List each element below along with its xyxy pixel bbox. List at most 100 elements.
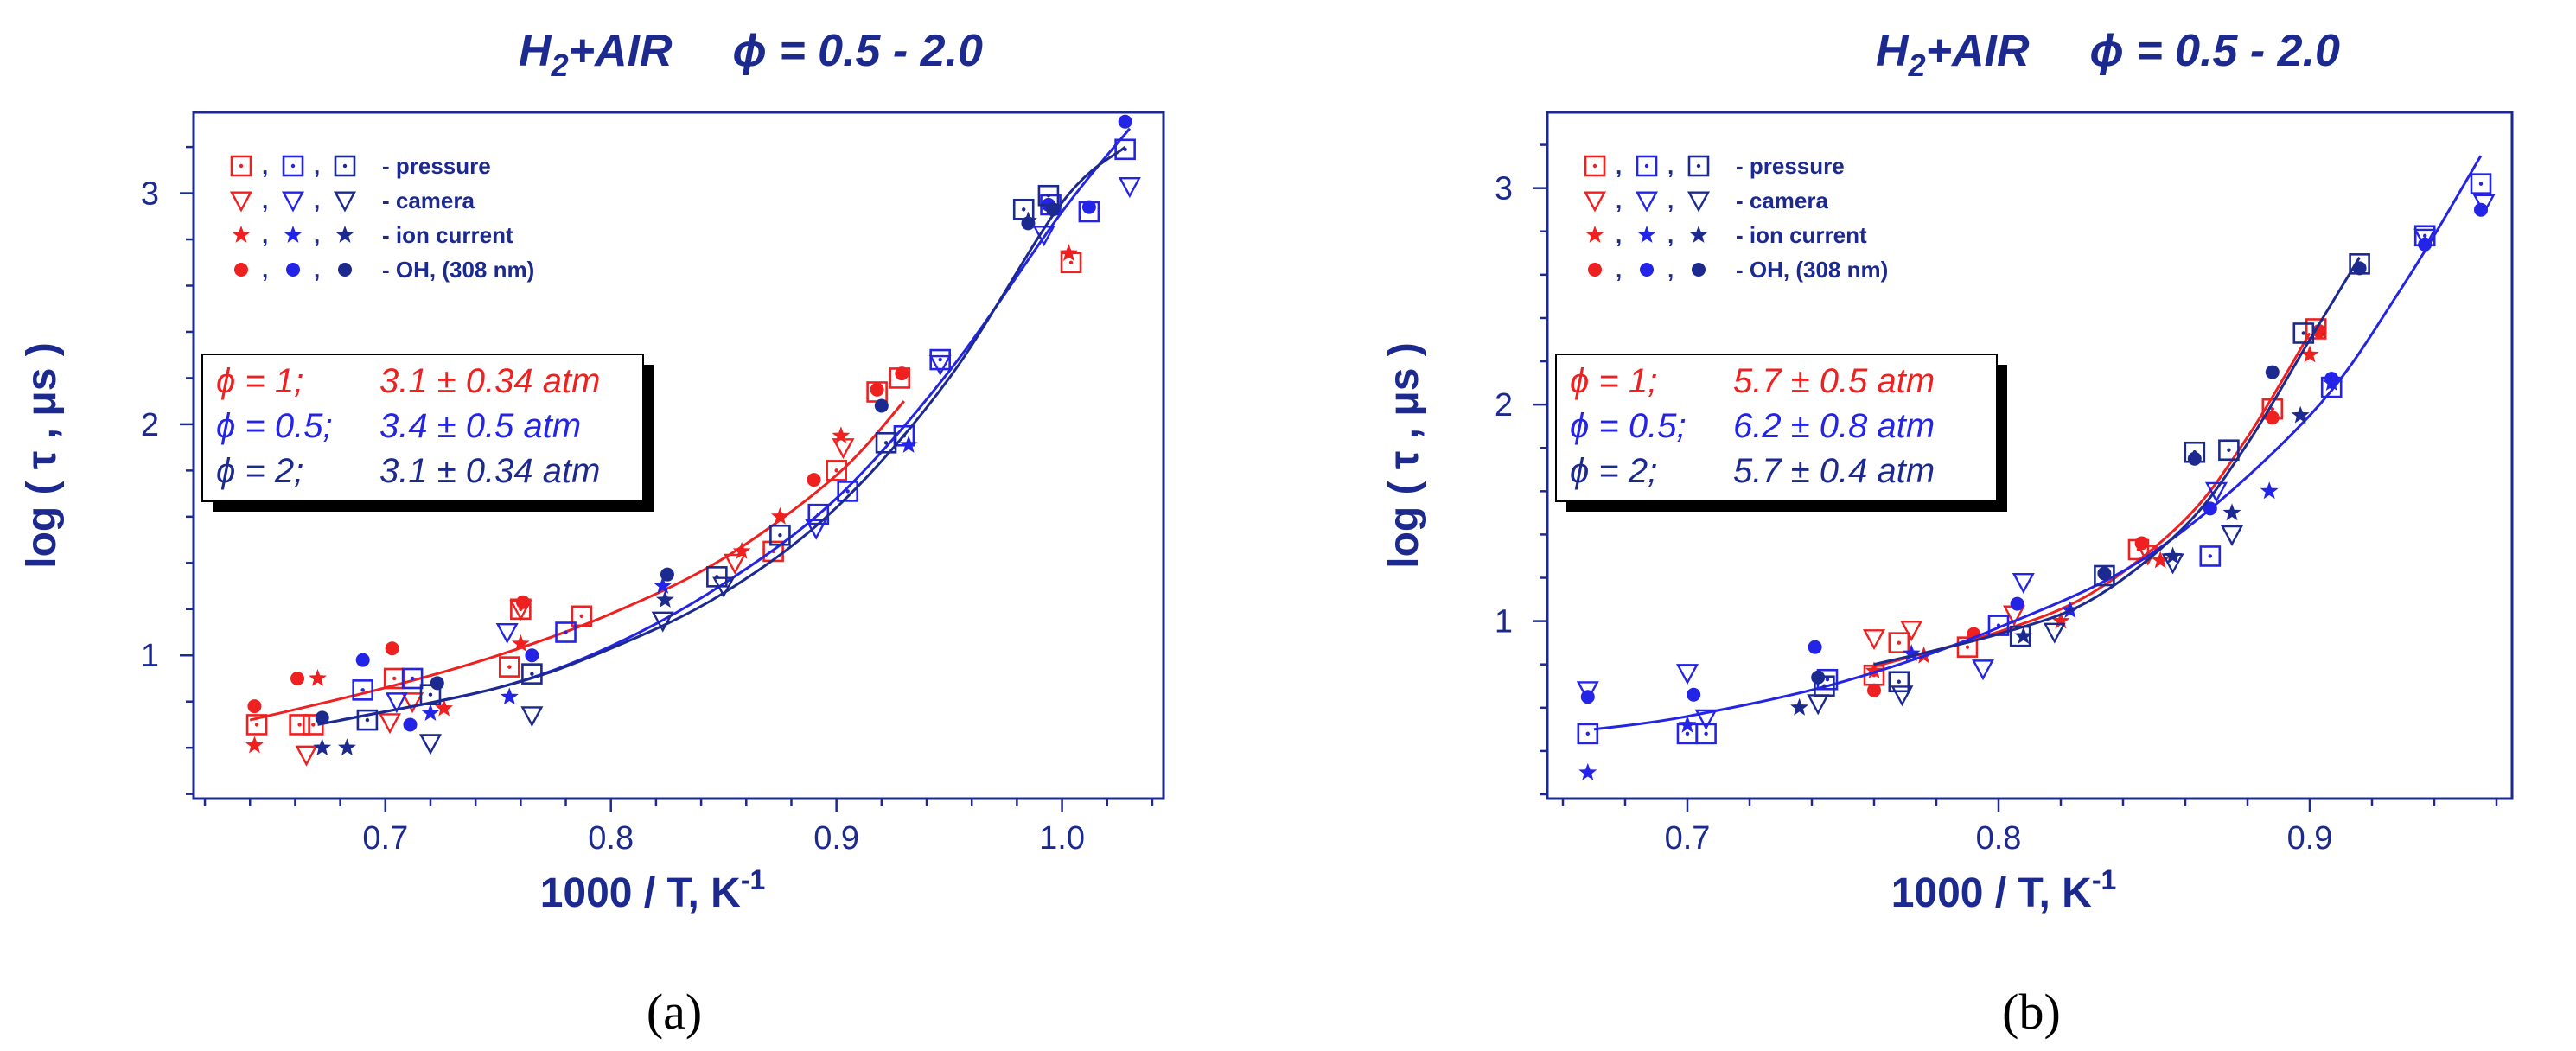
data-point-circle [515,595,530,609]
square-outline [1695,723,1717,745]
square-center-dot [2227,448,2231,452]
legend-separator: , [1667,153,1674,179]
data-point-star [435,698,454,717]
legend-separator: , [314,153,320,179]
square-center-dot [1825,678,1830,682]
x-tick-label: 1.0 [1039,820,1085,857]
chart-title: H2+AIR ϕ = 0.5 - 2.0 [1876,26,2340,83]
data-point-square [352,679,373,701]
data-point-triangle [1118,176,1141,199]
data-point-square [837,481,858,502]
data-point-square [499,656,520,678]
square-outline [1577,723,1599,745]
legend-circle-marker [338,263,352,277]
data-point-square [1888,671,1910,693]
legend-text-square: - pressure [382,153,491,179]
x-axis-label-text: 1000 / T, K [1891,870,2092,916]
square-outline [419,684,442,705]
square-center-dot [2478,182,2484,186]
info-phi-label: ϕ = 0.5; [216,407,333,445]
legend-separator: , [262,222,268,248]
square-outline [289,714,310,736]
square-outline [499,656,520,678]
data-point-square [1012,198,1035,220]
square-center-dot [564,630,568,634]
title-subscript: 2 [1908,48,1926,83]
data-point-star [1059,244,1078,261]
y-axis-label: log ( τ , μs ) [1381,342,1427,568]
info-value: 3.1 ± 0.34 atm [379,362,600,400]
data-point-circle [807,473,821,487]
x-tick-label: 0.8 [588,820,634,857]
x-axis-label: 1000 / T, K-1 [1891,864,2117,916]
legend-separator: , [1616,153,1622,179]
square-outline [571,605,593,627]
data-point-triangle [2413,228,2437,250]
square-outline [1636,155,1658,177]
data-point-triangle [1675,664,1699,685]
data-point-star [1790,697,1809,716]
legend-triangle-marker [229,191,253,213]
square-center-dot [2423,233,2427,238]
square-center-dot [1822,684,1827,688]
legend-separator: , [1616,257,1622,283]
legend-square-marker [230,155,252,177]
square-center-dot [778,533,782,538]
data-point-square [875,431,897,454]
data-point-square [356,709,379,731]
square-outline [356,709,379,731]
info-value: 6.2 ± 0.8 atm [1733,407,1935,445]
data-point-circle [2203,501,2217,516]
title-phi-range: ϕ = 0.5 - 2.0 [2090,26,2341,76]
square-center-dot [1644,163,1649,169]
data-point-triangle [1576,681,1599,703]
data-point-triangle [401,692,424,714]
legend-text-star: - ion current [382,222,513,248]
fit-curve-dark [1873,257,2361,666]
square-center-dot [816,512,820,517]
data-point-triangle [520,706,544,728]
square-center-dot [342,163,348,169]
data-point-star [2051,611,2070,629]
info-phi-label: ϕ = 2; [216,452,303,490]
data-point-star [1578,762,1597,780]
data-point-circle [355,653,370,667]
square-center-dot [1068,260,1074,264]
data-point-square [1956,636,1979,658]
data-point-star [1902,644,1921,662]
y-tick-label: 2 [141,407,159,443]
data-point-circle [1118,114,1132,129]
square-outline [334,155,356,177]
title-h: H [1876,26,1910,76]
data-point-triangle [1900,621,1923,642]
legend-circle-marker [234,263,248,277]
square-center-dot [1704,731,1708,736]
legend-circle-marker [286,263,300,277]
square-center-dot [530,672,534,676]
legend-star-marker [284,226,303,243]
x-axis-label-superscript: -1 [2092,864,2116,895]
legend-separator: , [1667,222,1674,248]
info-phi-label: ϕ = 1; [1570,362,1657,400]
x-tick-label: 0.8 [1976,820,2022,857]
square-outline [2470,173,2492,194]
x-tick-label: 0.7 [1665,820,1711,857]
data-point-square [289,714,310,736]
data-point-star [338,738,356,756]
data-point-square [555,621,577,643]
title-phi-range: ϕ = 0.5 - 2.0 [733,26,984,76]
info-box [1555,354,1998,502]
square-center-dot [365,717,370,723]
data-point-triangle [1694,709,1718,730]
data-point-circle [874,398,889,413]
square-center-dot [1897,640,1901,645]
info-value: 5.7 ± 0.5 atm [1733,362,1935,400]
data-point-triangle [2043,622,2066,644]
data-point-star [2291,405,2310,424]
data-point-square [2292,322,2315,344]
data-point-square [929,348,951,371]
square-outline [1687,155,1710,177]
data-point-triangle [712,576,736,598]
